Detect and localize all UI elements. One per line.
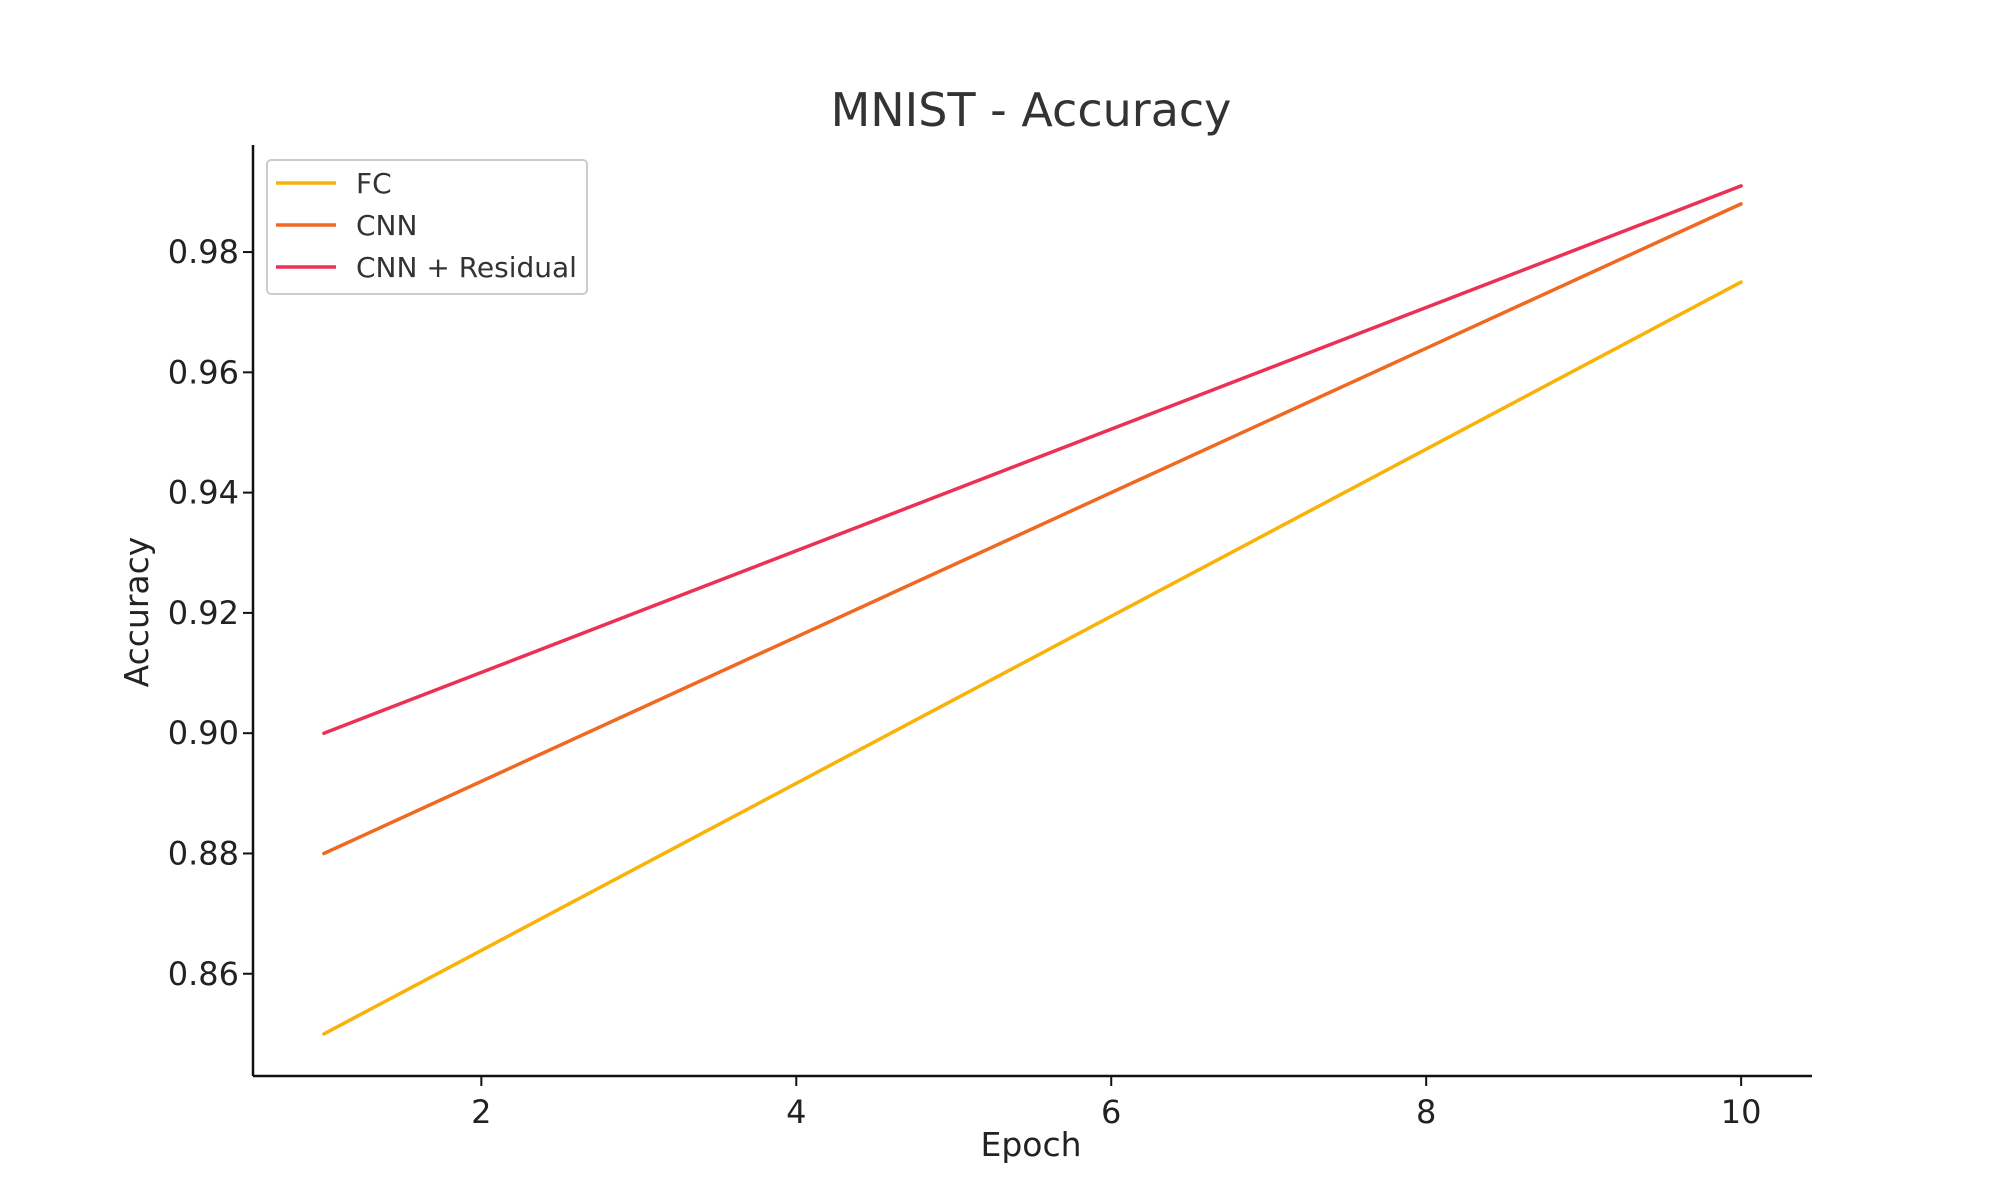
legend-label-3: CNN + Residual: [356, 251, 577, 284]
series-line-2: [322, 202, 1743, 856]
legend: FC CNN CNN + Residual: [266, 159, 588, 295]
y-tick-label: 0.98: [168, 233, 239, 271]
legend-label-1: FC: [356, 167, 392, 200]
legend-box: [266, 159, 588, 295]
x-tick-label: 10: [1721, 1093, 1762, 1131]
series-line-3: [322, 184, 1743, 735]
y-tick-label: 0.94: [168, 474, 239, 512]
y-tick-label: 0.86: [168, 955, 239, 993]
y-tick-label: 0.88: [168, 834, 239, 872]
x-tick-label: 6: [1101, 1093, 1121, 1131]
chart-title: MNIST - Accuracy: [831, 83, 1232, 137]
x-tick-label: 2: [471, 1093, 491, 1131]
y-axis-label: Accuracy: [117, 537, 156, 688]
legend-label-2: CNN: [356, 209, 417, 242]
x-axis-ticks: 2 4 6 8 10: [471, 1076, 1761, 1131]
y-tick-label: 0.90: [168, 714, 239, 752]
y-axis-ticks: 0.86 0.88 0.90 0.92 0.94 0.96 0.98: [168, 233, 253, 993]
series-lines: [322, 184, 1743, 1036]
y-tick-label: 0.96: [168, 353, 239, 391]
y-tick-label: 0.92: [168, 594, 239, 632]
series-line-1: [322, 280, 1743, 1036]
x-axis-label: Epoch: [980, 1125, 1081, 1164]
x-tick-label: 4: [786, 1093, 806, 1131]
x-tick-label: 8: [1416, 1093, 1436, 1131]
